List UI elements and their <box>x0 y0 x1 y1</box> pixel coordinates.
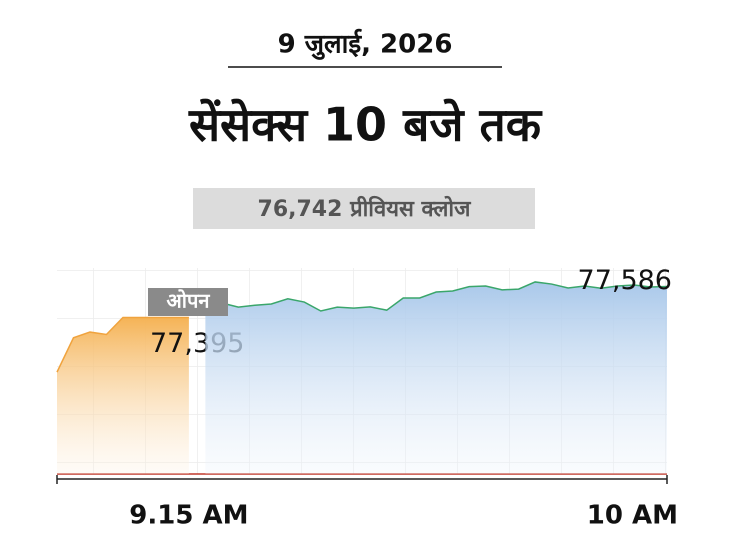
chart-title: सेंसेक्स 10 बजे तक <box>188 98 543 152</box>
series-line <box>205 281 668 312</box>
previous-close-badge <box>193 188 535 229</box>
area-fill <box>205 281 668 474</box>
series-line <box>56 316 189 373</box>
x-tick-label: 9.15 AM <box>129 501 248 531</box>
x-tick-label: 10 AM <box>587 501 678 531</box>
open-badge <box>148 288 228 316</box>
previous-close-label: 76,742 प्रीवियस क्लोज <box>258 195 473 222</box>
area-fill <box>57 317 189 474</box>
value-label: 77,586 <box>578 265 672 296</box>
date: 9 जुलाई, 2026 <box>278 29 453 61</box>
open-label: ओपन <box>167 289 211 313</box>
